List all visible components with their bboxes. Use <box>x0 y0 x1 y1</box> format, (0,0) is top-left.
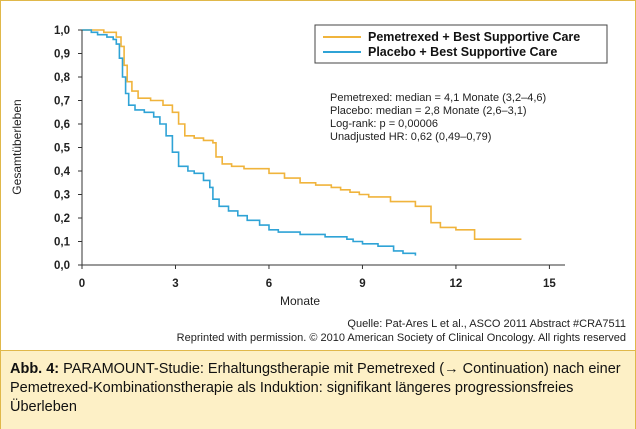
caption-text: PARAMOUNT-Studie: Erhaltungstherapie mit… <box>10 361 621 415</box>
statistics-block: Pemetrexed: median = 4,1 Monate (3,2–4,6… <box>330 92 546 143</box>
caption-box: Abb. 4: PARAMOUNT-Studie: Erhaltungsther… <box>1 350 635 429</box>
stat-placebo-median: Placebo: median = 2,8 Monate (2,6–3,1) <box>330 105 527 117</box>
y-tick-label: 0,4 <box>54 166 71 178</box>
source-citation: Quelle: Pat-Ares L et al., ASCO 2011 Abs… <box>347 318 626 330</box>
y-tick-label: 0,0 <box>54 260 70 272</box>
y-tick-label: 0,7 <box>54 96 70 108</box>
survival-chart: 0,0 0,1 0,2 0,3 0,4 0,5 0,6 0,7 0,8 0,9 1,0 0 3 6 9 12 1… <box>10 24 608 308</box>
legend-label-pemetrexed: Pemetrexed + Best Supportive Care <box>368 30 580 44</box>
x-tick-label: 12 <box>450 278 463 290</box>
y-tick-label: 0,1 <box>54 237 71 249</box>
x-tick-label: 0 <box>79 278 85 290</box>
pemetrexed-curve <box>82 29 522 240</box>
legend-label-placebo: Placebo + Best Supportive Care <box>368 45 557 59</box>
x-tick-label: 6 <box>266 278 272 290</box>
figure-caption: Abb. 4: PARAMOUNT-Studie: Erhaltungsther… <box>10 360 625 417</box>
placebo-curve <box>82 29 417 256</box>
stat-hazard-ratio: Unadjusted HR: 0,62 (0,49–0,79) <box>330 131 491 143</box>
y-tick-label: 0,3 <box>54 190 70 202</box>
y-axis-label: Gesamtüberleben <box>10 99 24 194</box>
stat-logrank: Log-rank: p = 0,00006 <box>330 118 438 130</box>
y-tick-label: 0,9 <box>54 49 70 61</box>
x-axis-label: Monate <box>280 294 320 308</box>
copyright-notice: Reprinted with permission. © 2010 Americ… <box>176 332 626 344</box>
y-tick-label: 1,0 <box>54 25 70 37</box>
x-tick-label: 15 <box>543 278 556 290</box>
y-tick-label: 0,5 <box>54 143 71 155</box>
y-tick-label: 0,2 <box>54 213 70 225</box>
x-tick-label: 3 <box>172 278 178 290</box>
y-tick-label: 0,6 <box>54 119 70 131</box>
chart-legend: Pemetrexed + Best Supportive Care Placeb… <box>314 24 608 64</box>
caption-label: Abb. 4: <box>10 361 60 377</box>
y-tick-label: 0,8 <box>54 72 71 84</box>
x-tick-label: 9 <box>359 278 365 290</box>
stat-pemetrexed-median: Pemetrexed: median = 4,1 Monate (3,2–4,6… <box>330 92 546 104</box>
